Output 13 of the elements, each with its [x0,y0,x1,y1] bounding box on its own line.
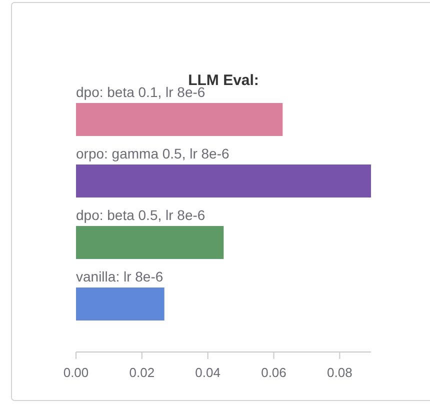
x-tick-label: 0.06 [261,365,286,380]
bar [76,164,371,198]
y-tick-label: dpo: beta 0.5, lr 8e-6 [76,207,206,223]
y-tick-label: orpo: gamma 0.5, lr 8e-6 [76,146,230,162]
bar [76,226,224,259]
y-tick-label: vanilla: lr 8e-6 [76,268,164,284]
x-tick-label: 0.08 [327,365,352,380]
bar [76,288,164,320]
bar [76,103,283,136]
y-tick-label: dpo: beta 0.1, lr 8e-6 [76,84,206,100]
x-tick-label: 0.00 [63,365,89,380]
x-tick-label: 0.04 [195,365,220,380]
x-tick-label: 0.02 [129,365,155,380]
